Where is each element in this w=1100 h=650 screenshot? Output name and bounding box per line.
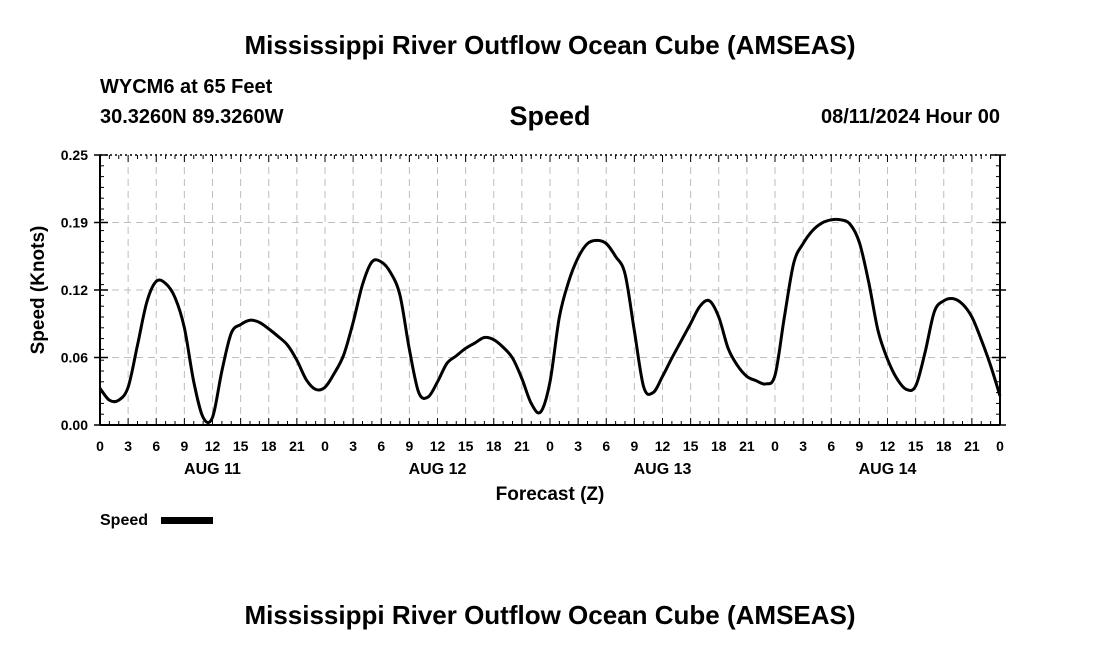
date-label: AUG 12: [409, 461, 467, 478]
y-tick-label: 0.12: [61, 282, 88, 298]
y-tick-label: 0.19: [61, 215, 88, 231]
coordinates-label: 30.3260N 89.3260W: [100, 106, 284, 128]
y-tick-label: 0.00: [61, 417, 88, 433]
x-tick-label: 0: [546, 438, 554, 454]
x-tick-label: 15: [233, 438, 249, 454]
y-tick-label: 0.06: [61, 350, 88, 366]
x-tick-label: 12: [655, 438, 671, 454]
x-tick-label: 9: [180, 438, 188, 454]
x-tick-label: 21: [739, 438, 755, 454]
x-tick-label: 3: [799, 438, 807, 454]
x-tick-label: 15: [458, 438, 474, 454]
chart-title: Mississippi River Outflow Ocean Cube (AM…: [244, 30, 856, 60]
series-layer: [98, 217, 1002, 425]
x-tick-label: 21: [964, 438, 980, 454]
x-tick-label: 21: [514, 438, 530, 454]
x-tick-label: 18: [486, 438, 502, 454]
x-tick-label: 21: [289, 438, 305, 454]
grid: [100, 155, 1000, 425]
axis-labels: 0.00 0.06 0.12 0.19 0.25 0 3 6 9 12 15 18 21 0 3 6 9 12 15…: [28, 147, 1004, 529]
y-tick-label: 0.25: [61, 147, 88, 163]
x-tick-label: 18: [711, 438, 727, 454]
series-line-speed: [98, 217, 1002, 425]
date-label: AUG 11: [184, 461, 241, 478]
x-tick-label: 12: [430, 438, 446, 454]
x-tick-label: 6: [827, 438, 835, 454]
x-tick-label: 18: [261, 438, 277, 454]
x-tick-label: 9: [630, 438, 638, 454]
footer-title: Mississippi River Outflow Ocean Cube (AM…: [244, 600, 856, 630]
axes: [94, 154, 1006, 426]
x-tick-label: 12: [205, 438, 221, 454]
x-tick-label: 3: [124, 438, 132, 454]
x-tick-label: 0: [771, 438, 779, 454]
date-label: AUG 13: [634, 461, 692, 478]
x-tick-label: 18: [936, 438, 952, 454]
x-tick-label: 9: [405, 438, 413, 454]
datetime-label: 08/11/2024 Hour 00: [820, 106, 1000, 128]
x-tick-label: 3: [349, 438, 357, 454]
x-tick-label: 15: [908, 438, 924, 454]
x-tick-label: 3: [574, 438, 582, 454]
variable-title: Speed: [509, 101, 591, 131]
x-tick-label: 0: [321, 438, 329, 454]
x-axis-label: Forecast (Z): [496, 484, 605, 505]
legend-swatch: [161, 517, 213, 524]
x-tick-label: 6: [602, 438, 610, 454]
x-tick-label: 0: [96, 438, 104, 454]
y-axis-label: Speed (Knots): [28, 226, 49, 355]
date-label: AUG 14: [859, 461, 917, 478]
x-tick-label: 9: [855, 438, 863, 454]
x-tick-label: 6: [152, 438, 160, 454]
x-tick-label: 15: [683, 438, 699, 454]
legend-label: Speed: [100, 512, 148, 529]
x-tick-label: 0: [996, 438, 1004, 454]
station-label: WYCM6 at 65 Feet: [100, 76, 273, 98]
x-tick-label: 6: [377, 438, 385, 454]
x-tick-label: 12: [880, 438, 896, 454]
